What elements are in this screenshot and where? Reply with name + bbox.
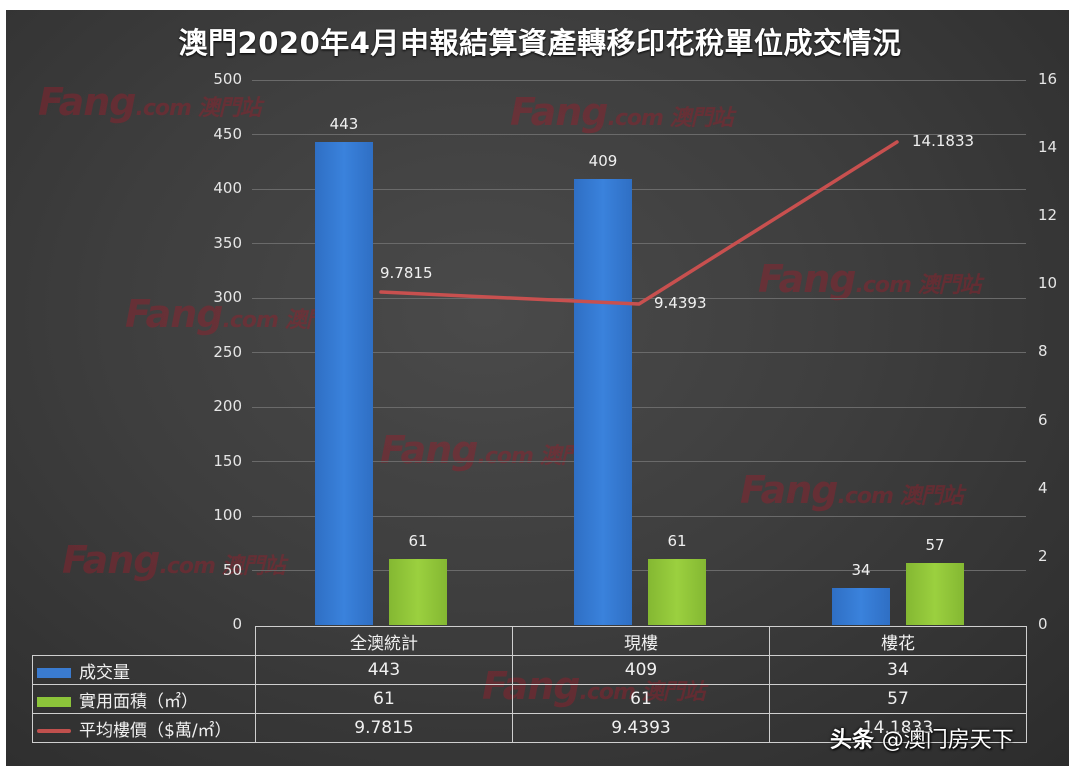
gridline	[252, 134, 1026, 135]
watermark: Fang.com 澳門站	[758, 257, 982, 301]
line-label: 9.7815	[380, 264, 433, 282]
legend-item: 平均樓價（$萬/㎡）	[32, 713, 256, 743]
bar-label: 61	[667, 532, 687, 550]
left-axis-tick: 0	[232, 615, 242, 633]
bar-area-all-macau	[389, 559, 447, 625]
table-cell: 9.7815	[255, 713, 513, 743]
table-cell: 61	[512, 684, 770, 714]
table-cell: 9.4393	[512, 713, 770, 743]
bar-label: 34	[851, 561, 871, 579]
bar-label: 57	[925, 536, 945, 554]
line-label: 9.4393	[654, 294, 707, 312]
right-axis-tick: 12	[1038, 206, 1058, 224]
bar-label: 61	[408, 532, 428, 550]
bar-transactions-all-macau	[315, 142, 373, 625]
left-axis-tick: 150	[213, 452, 242, 470]
bar-label: 443	[329, 115, 359, 133]
table-cell: 57	[769, 684, 1027, 714]
table-header: 現樓	[512, 626, 770, 656]
table-row: 平均樓價（$萬/㎡） 9.7815 9.4393 14.1833	[32, 713, 1027, 743]
chart-title: 澳門2020年4月申報結算資產轉移印花稅單位成交情況	[178, 26, 902, 60]
gridline	[252, 243, 1026, 244]
bar-transactions-offplan	[832, 588, 890, 625]
source-credit: 头条 @澳门房天下	[830, 728, 1014, 753]
table-header: 樓花	[769, 626, 1027, 656]
right-axis-tick: 10	[1038, 274, 1058, 292]
table-cell: 409	[512, 655, 770, 685]
bar-area-completed	[648, 559, 706, 625]
table-cell: 61	[255, 684, 513, 714]
table-row: 成交量 443 409 34	[32, 655, 1027, 685]
right-axis-tick: 8	[1038, 342, 1048, 360]
left-axis-tick: 50	[222, 561, 242, 579]
gridline	[252, 298, 1026, 299]
gridline	[252, 407, 1026, 408]
left-axis-tick: 200	[213, 397, 242, 415]
line-label: 14.1833	[912, 132, 975, 150]
left-axis-tick: 100	[213, 506, 242, 524]
table-header: 全澳統計	[255, 626, 513, 656]
table-row: 實用面積（㎡） 61 61 57	[32, 684, 1027, 714]
left-axis-tick: 250	[213, 343, 242, 361]
left-axis-tick: 450	[213, 125, 242, 143]
left-axis-tick: 350	[213, 234, 242, 252]
watermark: Fang.com 澳門站	[62, 538, 286, 582]
gridline	[252, 516, 1026, 517]
left-axis-tick: 300	[213, 288, 242, 306]
table-cell: 34	[769, 655, 1027, 685]
watermark: Fang.com 澳門站	[510, 90, 734, 134]
right-axis-tick: 14	[1038, 138, 1058, 156]
legend-item: 成交量	[32, 655, 256, 685]
right-axis-tick: 0	[1038, 615, 1048, 633]
blue-swatch-icon	[37, 667, 71, 678]
right-axis-tick: 4	[1038, 479, 1048, 497]
gridline	[252, 80, 1026, 81]
table-cell: 14.1833	[769, 713, 1027, 743]
left-axis-tick: 400	[213, 179, 242, 197]
right-axis-tick: 16	[1038, 70, 1058, 88]
gridline	[252, 189, 1026, 190]
data-table: 全澳統計 現樓 樓花 成交量 443 409 34 實用面積（㎡） 61 61 …	[32, 626, 1027, 743]
right-axis-tick: 6	[1038, 411, 1048, 429]
bar-area-offplan	[906, 563, 964, 625]
bar-transactions-completed	[574, 179, 632, 625]
legend-item: 實用面積（㎡）	[32, 684, 256, 714]
watermark: Fang.com 澳門站	[38, 80, 262, 124]
right-axis-tick: 2	[1038, 547, 1048, 565]
green-swatch-icon	[37, 696, 71, 707]
gridline	[252, 352, 1026, 353]
gridline	[252, 570, 1026, 571]
table-cell: 443	[255, 655, 513, 685]
gridline	[252, 461, 1026, 462]
bar-label: 409	[588, 152, 618, 170]
red-line-swatch-icon	[37, 728, 71, 733]
left-axis-tick: 500	[213, 70, 242, 88]
watermark: Fang.com 澳門站	[740, 468, 964, 512]
